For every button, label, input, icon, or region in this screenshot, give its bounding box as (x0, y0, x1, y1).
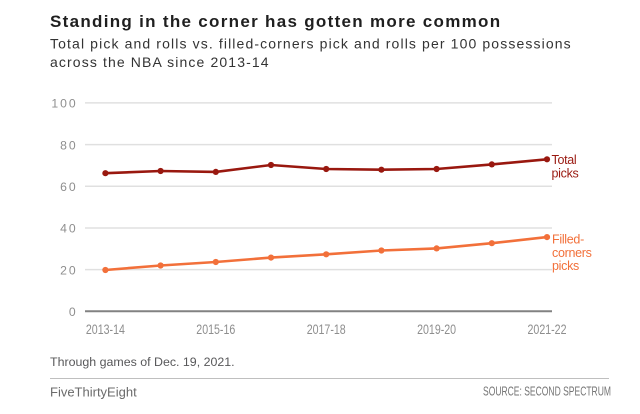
svg-text:Standing in the corner has got: Standing in the corner has gotten more c… (50, 12, 501, 31)
svg-text:picks: picks (552, 167, 579, 181)
svg-text:2019-20: 2019-20 (417, 322, 456, 338)
svg-text:2017-18: 2017-18 (307, 322, 346, 338)
svg-text:across the NBA since 2013-14: across the NBA since 2013-14 (50, 54, 270, 70)
svg-text:Total pick and rolls vs. fille: Total pick and rolls vs. filled-corners … (50, 36, 572, 52)
svg-text:corners: corners (552, 246, 592, 260)
svg-text:SOURCE: SECOND SPECTRUM: SOURCE: SECOND SPECTRUM (483, 385, 611, 399)
svg-text:Total: Total (552, 153, 577, 167)
svg-text:Through games of Dec. 19, 2021: Through games of Dec. 19, 2021. (50, 355, 235, 369)
svg-text:Filled-: Filled- (552, 233, 584, 247)
svg-text:2015-16: 2015-16 (196, 322, 235, 338)
svg-text:60: 60 (60, 180, 77, 194)
svg-text:FiveThirtyEight: FiveThirtyEight (50, 385, 137, 400)
svg-text:100: 100 (51, 97, 77, 111)
svg-text:0: 0 (69, 305, 78, 319)
svg-text:20: 20 (60, 263, 77, 277)
svg-text:80: 80 (60, 138, 77, 152)
svg-text:2013-14: 2013-14 (86, 322, 125, 338)
svg-text:picks: picks (552, 259, 579, 273)
svg-text:2021-22: 2021-22 (528, 322, 567, 338)
svg-text:40: 40 (60, 222, 77, 236)
